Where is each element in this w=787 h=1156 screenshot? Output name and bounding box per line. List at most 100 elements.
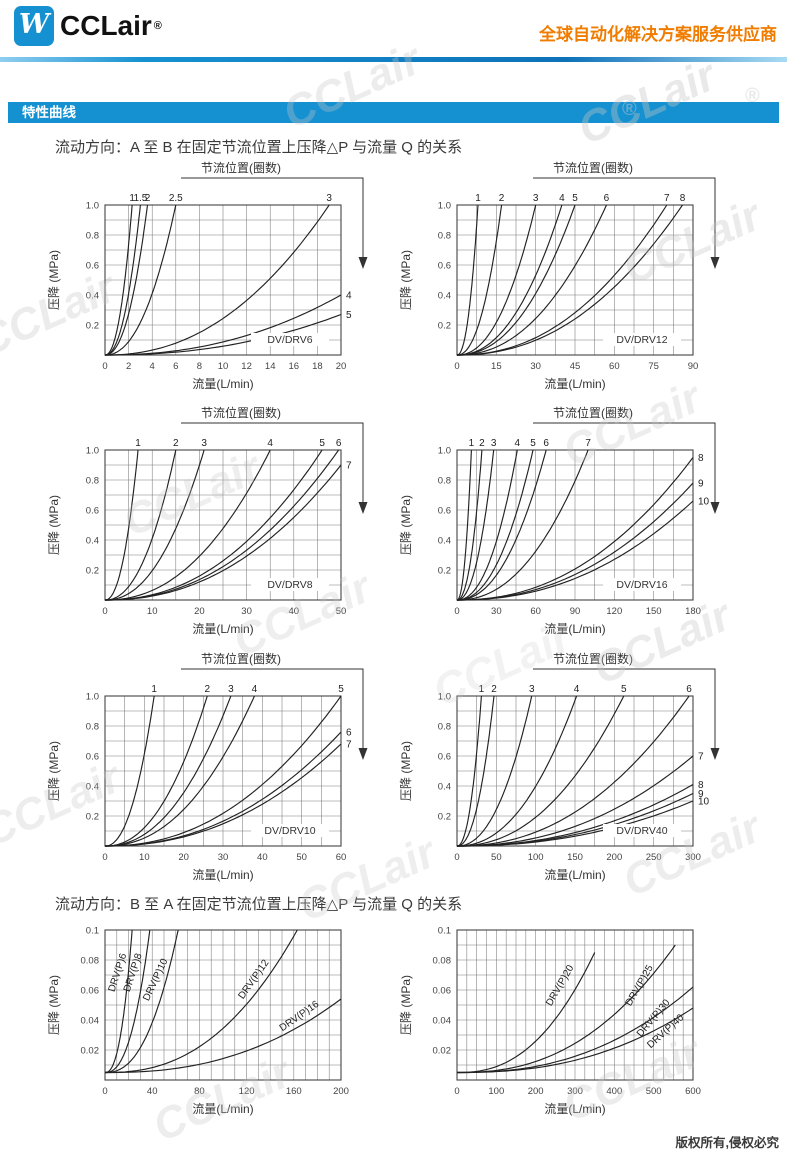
svg-text:0.4: 0.4	[86, 782, 99, 793]
chart-drvp-large: DRV(P)20 DRV(P)25 DRV(P)30 DRV(P)40 0 100 200 3…	[393, 916, 765, 1156]
cclair-logo-icon: W	[14, 6, 54, 46]
svg-text:2.5: 2.5	[169, 193, 183, 204]
svg-text:压降 (MPa): 压降 (MPa)	[47, 495, 61, 555]
svg-text:1.0: 1.0	[86, 201, 99, 212]
svg-text:3: 3	[491, 438, 497, 449]
svg-text:1: 1	[475, 193, 481, 204]
svg-text:0.2: 0.2	[438, 812, 451, 823]
svg-text:18: 18	[312, 361, 323, 372]
svg-text:10: 10	[698, 797, 710, 808]
svg-text:12: 12	[241, 361, 252, 372]
svg-text:100: 100	[528, 852, 544, 863]
chart-dv-drv40: 节流位置(圈数) 1 2 3 4 5 6 7 8 9 10 0 50 100 150 200 250 300 0.2…	[393, 650, 765, 890]
svg-text:压降 (MPa): 压降 (MPa)	[399, 741, 413, 801]
svg-text:节流位置(圈数): 节流位置(圈数)	[553, 160, 633, 175]
svg-text:节流位置(圈数): 节流位置(圈数)	[553, 651, 633, 666]
svg-text:9: 9	[698, 789, 704, 800]
svg-text:1.5: 1.5	[133, 193, 147, 204]
svg-text:200: 200	[528, 1086, 544, 1097]
svg-text:3: 3	[529, 684, 535, 695]
svg-text:160: 160	[286, 1086, 302, 1097]
svg-text:250: 250	[646, 852, 662, 863]
svg-text:1.0: 1.0	[86, 446, 99, 457]
header-tagline: 全球自动化解决方案服务供应商	[539, 25, 777, 44]
svg-text:0: 0	[454, 606, 459, 617]
svg-text:6: 6	[543, 438, 549, 449]
svg-text:90: 90	[688, 361, 699, 372]
svg-text:5: 5	[338, 684, 344, 695]
svg-text:20: 20	[178, 852, 189, 863]
svg-text:20: 20	[336, 361, 347, 372]
svg-text:0: 0	[102, 361, 107, 372]
svg-text:0.08: 0.08	[433, 956, 452, 967]
svg-text:0.8: 0.8	[438, 231, 451, 242]
chart-dv-drv12: 节流位置(圈数) 1 2 3 4 5 6 7 8 0 15 30 45 60 75 90 0.2 0.4 0.6 0.…	[393, 159, 765, 399]
chart-dv-drv16: 节流位置(圈数) 1 2 3 4 5 6 7 8 9 10 0 30 60 90 120 150 180 0.2 0.…	[393, 404, 765, 644]
svg-text:1: 1	[469, 438, 475, 449]
svg-text:8: 8	[197, 361, 202, 372]
svg-text:流量(L/min): 流量(L/min)	[544, 622, 605, 636]
svg-text:0.6: 0.6	[438, 506, 451, 517]
svg-text:DRV(P)20: DRV(P)20	[544, 963, 576, 1008]
svg-text:300: 300	[685, 852, 701, 863]
svg-text:1.0: 1.0	[438, 201, 451, 212]
svg-text:2: 2	[145, 193, 151, 204]
svg-text:4: 4	[346, 291, 352, 302]
svg-text:6: 6	[604, 193, 610, 204]
svg-text:0.1: 0.1	[86, 926, 99, 937]
svg-text:10: 10	[218, 361, 229, 372]
svg-text:DV/DRV16: DV/DRV16	[616, 579, 667, 591]
svg-text:压降 (MPa): 压降 (MPa)	[399, 975, 413, 1035]
svg-text:DV/DRV12: DV/DRV12	[616, 334, 667, 346]
svg-text:3: 3	[326, 193, 332, 204]
svg-text:7: 7	[698, 752, 704, 763]
svg-text:40: 40	[257, 852, 268, 863]
svg-text:压降 (MPa): 压降 (MPa)	[47, 975, 61, 1035]
svg-text:0: 0	[102, 606, 107, 617]
svg-text:压降 (MPa): 压降 (MPa)	[47, 741, 61, 801]
svg-text:7: 7	[346, 461, 352, 472]
svg-text:180: 180	[685, 606, 701, 617]
svg-text:7: 7	[346, 740, 352, 751]
svg-text:60: 60	[609, 361, 620, 372]
svg-text:90: 90	[570, 606, 581, 617]
svg-text:6: 6	[173, 361, 178, 372]
svg-text:45: 45	[570, 361, 581, 372]
svg-text:16: 16	[289, 361, 300, 372]
svg-text:0: 0	[454, 361, 459, 372]
svg-text:2: 2	[126, 361, 131, 372]
svg-text:0.2: 0.2	[86, 566, 99, 577]
section-banner: 特性曲线	[8, 102, 779, 123]
banner-title: 特性曲线	[22, 105, 76, 120]
svg-text:DV/DRV40: DV/DRV40	[616, 825, 667, 837]
svg-text:200: 200	[606, 852, 622, 863]
svg-text:600: 600	[685, 1086, 701, 1097]
svg-text:5: 5	[572, 193, 578, 204]
svg-text:4: 4	[150, 361, 155, 372]
svg-text:500: 500	[646, 1086, 662, 1097]
svg-text:5: 5	[346, 310, 352, 321]
flow-direction-a-to-b-title: 流动方向：A 至 B 在固定节流位置上压降△P 与流量 Q 的关系	[55, 139, 463, 156]
svg-text:14: 14	[265, 361, 276, 372]
svg-text:0.4: 0.4	[86, 291, 99, 302]
svg-text:1: 1	[129, 193, 135, 204]
svg-text:75: 75	[648, 361, 659, 372]
svg-text:0: 0	[454, 1086, 459, 1097]
svg-text:80: 80	[194, 1086, 205, 1097]
svg-text:1: 1	[479, 684, 485, 695]
svg-text:8: 8	[698, 453, 704, 464]
svg-text:120: 120	[239, 1086, 255, 1097]
svg-text:0.6: 0.6	[86, 506, 99, 517]
svg-text:1: 1	[151, 684, 157, 695]
svg-text:流量(L/min): 流量(L/min)	[544, 1102, 605, 1116]
flow-direction-b-to-a-title: 流动方向：B 至 A 在固定节流位置上压降△P 与流量 Q 的关系	[55, 896, 463, 913]
svg-text:0.6: 0.6	[438, 261, 451, 272]
svg-text:0.06: 0.06	[81, 986, 100, 997]
svg-text:6: 6	[346, 728, 352, 739]
svg-text:40: 40	[147, 1086, 158, 1097]
svg-text:节流位置(圈数): 节流位置(圈数)	[201, 651, 281, 666]
svg-text:30: 30	[530, 361, 541, 372]
svg-text:9: 9	[698, 479, 704, 490]
svg-text:节流位置(圈数): 节流位置(圈数)	[553, 405, 633, 420]
svg-text:4: 4	[267, 438, 273, 449]
